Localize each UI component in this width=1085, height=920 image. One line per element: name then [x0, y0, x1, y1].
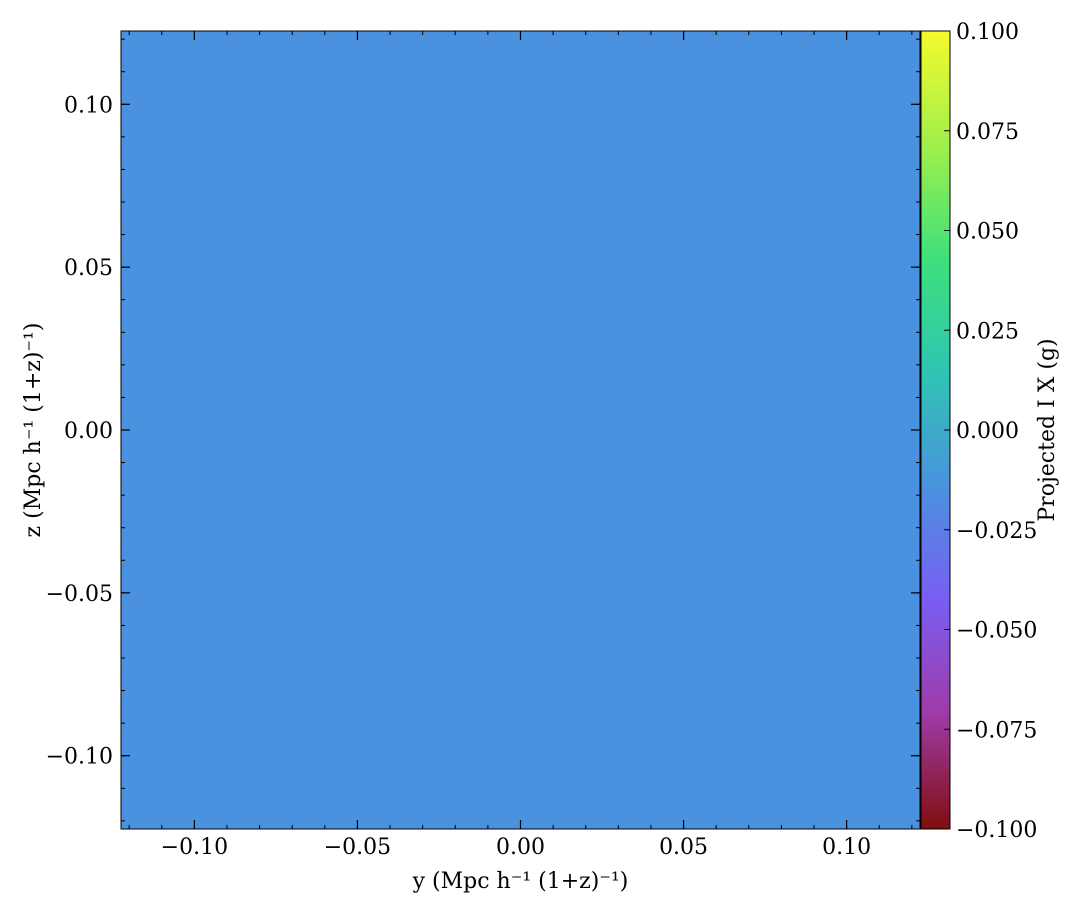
x-axis: −0.10 −0.05 0.00 0.05 0.10 — [128, 31, 913, 860]
colorbar-tick-label: 0.050 — [956, 220, 1019, 245]
x-tick-label: 0.00 — [496, 835, 545, 860]
colorbar-tick-label: 0.025 — [956, 319, 1019, 344]
y-axis: −0.10 −0.05 0.00 0.05 0.10 — [46, 38, 920, 822]
colorbar-tick-label: −0.075 — [956, 718, 1037, 743]
x-axis-label: y (Mpc h⁻¹ (1+z)⁻¹) — [412, 869, 629, 894]
x-tick-label: 0.10 — [822, 835, 871, 860]
colorbar-tick-label: 0.000 — [956, 419, 1019, 444]
colorbar-tick-label: −0.025 — [956, 519, 1037, 544]
x-tick-label: 0.05 — [659, 835, 708, 860]
y-axis-label: z (Mpc h⁻¹ (1+z)⁻¹) — [21, 323, 46, 538]
colorbar-tick-label: −0.100 — [956, 818, 1037, 843]
y-tick-label: −0.05 — [46, 582, 113, 607]
colorbar-tick-label: 0.100 — [956, 20, 1019, 45]
y-tick-label: −0.10 — [46, 745, 113, 770]
colorbar-tick-label: −0.050 — [956, 619, 1037, 644]
colorbar-label: Projected I X (g) — [1035, 338, 1060, 521]
colorbar-tick-label: 0.075 — [956, 120, 1019, 145]
y-tick-label: 0.10 — [64, 93, 113, 118]
y-tick-label: 0.00 — [64, 419, 113, 444]
plot-frame — [120, 30, 921, 830]
y-tick-label: 0.05 — [64, 256, 113, 281]
colorbar-axis: 0.100 0.075 0.050 0.025 0.000 −0.025 −0.050 −0.… — [944, 20, 1037, 843]
heatmap-field — [121, 31, 920, 829]
x-tick-label: −0.10 — [161, 835, 228, 860]
x-tick-label: −0.05 — [324, 835, 391, 860]
